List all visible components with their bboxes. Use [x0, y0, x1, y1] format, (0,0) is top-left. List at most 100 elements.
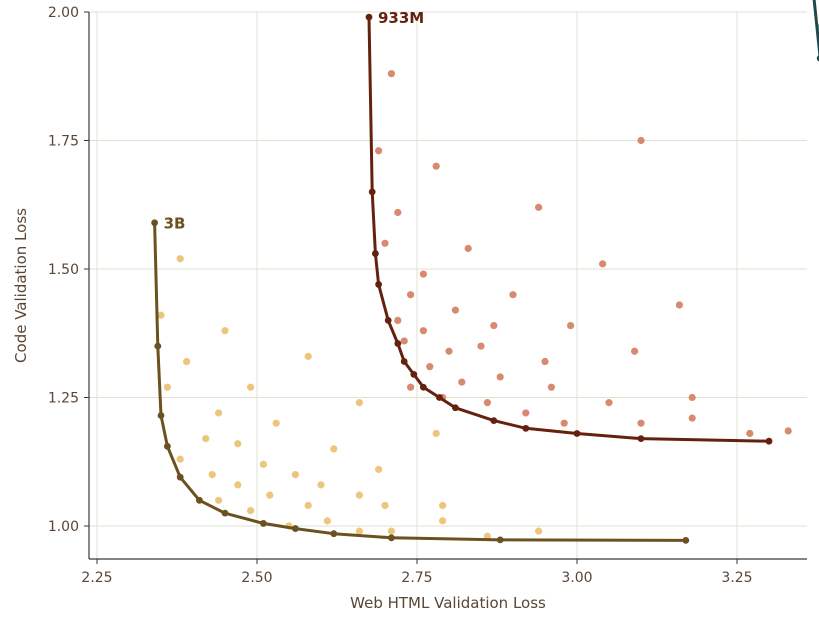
scatter-point: [432, 429, 440, 438]
scatter-point: [355, 399, 363, 407]
frontier-point: [221, 509, 229, 517]
scatter-point: [394, 316, 402, 324]
frontier-point: [176, 473, 184, 481]
scatter-point: [560, 419, 568, 427]
scatter-point: [394, 208, 402, 217]
scatter-point: [605, 399, 613, 407]
scatter-point: [477, 342, 485, 350]
frontier-point: [196, 496, 203, 504]
frontier-point: [436, 394, 443, 401]
scatter-point: [535, 527, 543, 535]
frontier-point: [394, 340, 402, 347]
frontier-point: [372, 250, 379, 257]
scatter-point: [490, 321, 498, 330]
scatter-point: [355, 527, 363, 535]
frontier-line: [812, 0, 819, 60]
y-tick-label: 1.50: [48, 262, 79, 278]
frontier-point: [410, 370, 418, 378]
scatter-point: [375, 147, 383, 155]
scatter-point: [291, 471, 299, 479]
scatter-point: [483, 532, 491, 540]
frontier-point: [365, 13, 373, 21]
series-labels: 131M933M3B: [164, 9, 425, 233]
frontier-point: [637, 435, 645, 443]
scatter-point: [637, 136, 645, 145]
scatter-point: [381, 501, 389, 510]
scatter-points: [157, 24, 819, 540]
frontier-lines: [151, 0, 819, 544]
scatter-point: [784, 427, 792, 435]
scatter-point: [202, 435, 210, 443]
scatter-point: [381, 239, 389, 247]
frontier-point: [368, 188, 376, 196]
axes: [88, 12, 807, 560]
scatter-point: [304, 352, 312, 360]
scatter-point: [247, 506, 255, 515]
scatter-point: [439, 501, 447, 510]
frontier-point: [816, 55, 819, 62]
scatter-point: [215, 409, 223, 417]
scatter-point: [567, 321, 575, 330]
frontier-point: [151, 219, 159, 227]
scatter-point: [375, 465, 383, 474]
ticks: 2.252.502.753.003.253.503.754.004.251.00…: [48, 5, 753, 586]
scatter-point: [317, 481, 325, 489]
scatter-point: [407, 383, 415, 391]
frontier-point: [154, 342, 162, 350]
scatter-point: [259, 460, 267, 468]
frontier-point: [292, 525, 299, 532]
x-tick-label: 2.25: [81, 570, 112, 586]
frontier-point: [260, 520, 267, 527]
scatter-point: [234, 481, 242, 489]
frontier-point: [164, 442, 171, 450]
y-tick-label: 1.00: [48, 519, 79, 535]
scatter-point: [509, 291, 517, 299]
scatter-point: [535, 203, 543, 211]
frontier-point: [452, 404, 459, 412]
x-axis-title: Web HTML Validation Loss: [350, 594, 546, 612]
frontier-point: [490, 417, 498, 425]
scatter-point: [272, 419, 280, 427]
y-tick-label: 1.25: [48, 391, 79, 407]
frontier-point: [420, 383, 427, 391]
scatter-point: [419, 270, 427, 278]
y-tick-label: 2.00: [48, 5, 79, 21]
scatter-point: [387, 527, 395, 535]
scatter-point: [746, 429, 754, 438]
frontier-point: [496, 536, 504, 544]
scatter-point: [426, 363, 434, 371]
scatter-point: [208, 471, 216, 479]
frontier-line: [367, 15, 771, 443]
scatter-point: [637, 419, 645, 427]
frontier-point: [682, 536, 690, 544]
scatter-point: [157, 311, 165, 319]
scatter-point: [176, 255, 184, 263]
frontier-point: [400, 358, 408, 365]
series-label: 3B: [164, 215, 186, 233]
scatter-point: [419, 327, 427, 335]
x-tick-label: 2.75: [401, 570, 432, 586]
frontier-point: [375, 281, 382, 288]
scatter-point: [247, 383, 255, 391]
scatter-point: [439, 517, 447, 525]
scatter-point: [176, 455, 184, 463]
scatter-point: [407, 291, 415, 299]
scatter-point: [522, 409, 530, 417]
scatter-point: [599, 260, 607, 268]
scatter-point: [547, 383, 556, 391]
scatter-point: [163, 383, 171, 391]
scatter-point: [432, 162, 440, 170]
scatter-point: [675, 301, 684, 309]
scatter-point: [304, 501, 312, 510]
grid: [89, 11, 807, 559]
scatter-point: [483, 399, 491, 407]
scatter-point: [688, 393, 696, 402]
scatter-point: [355, 491, 363, 499]
scatter-point: [451, 306, 459, 314]
frontier-point: [157, 412, 165, 419]
frontier-point: [522, 424, 530, 432]
series-label: 933M: [378, 9, 424, 27]
scatter-point: [330, 445, 338, 453]
scatter-point: [221, 327, 229, 335]
